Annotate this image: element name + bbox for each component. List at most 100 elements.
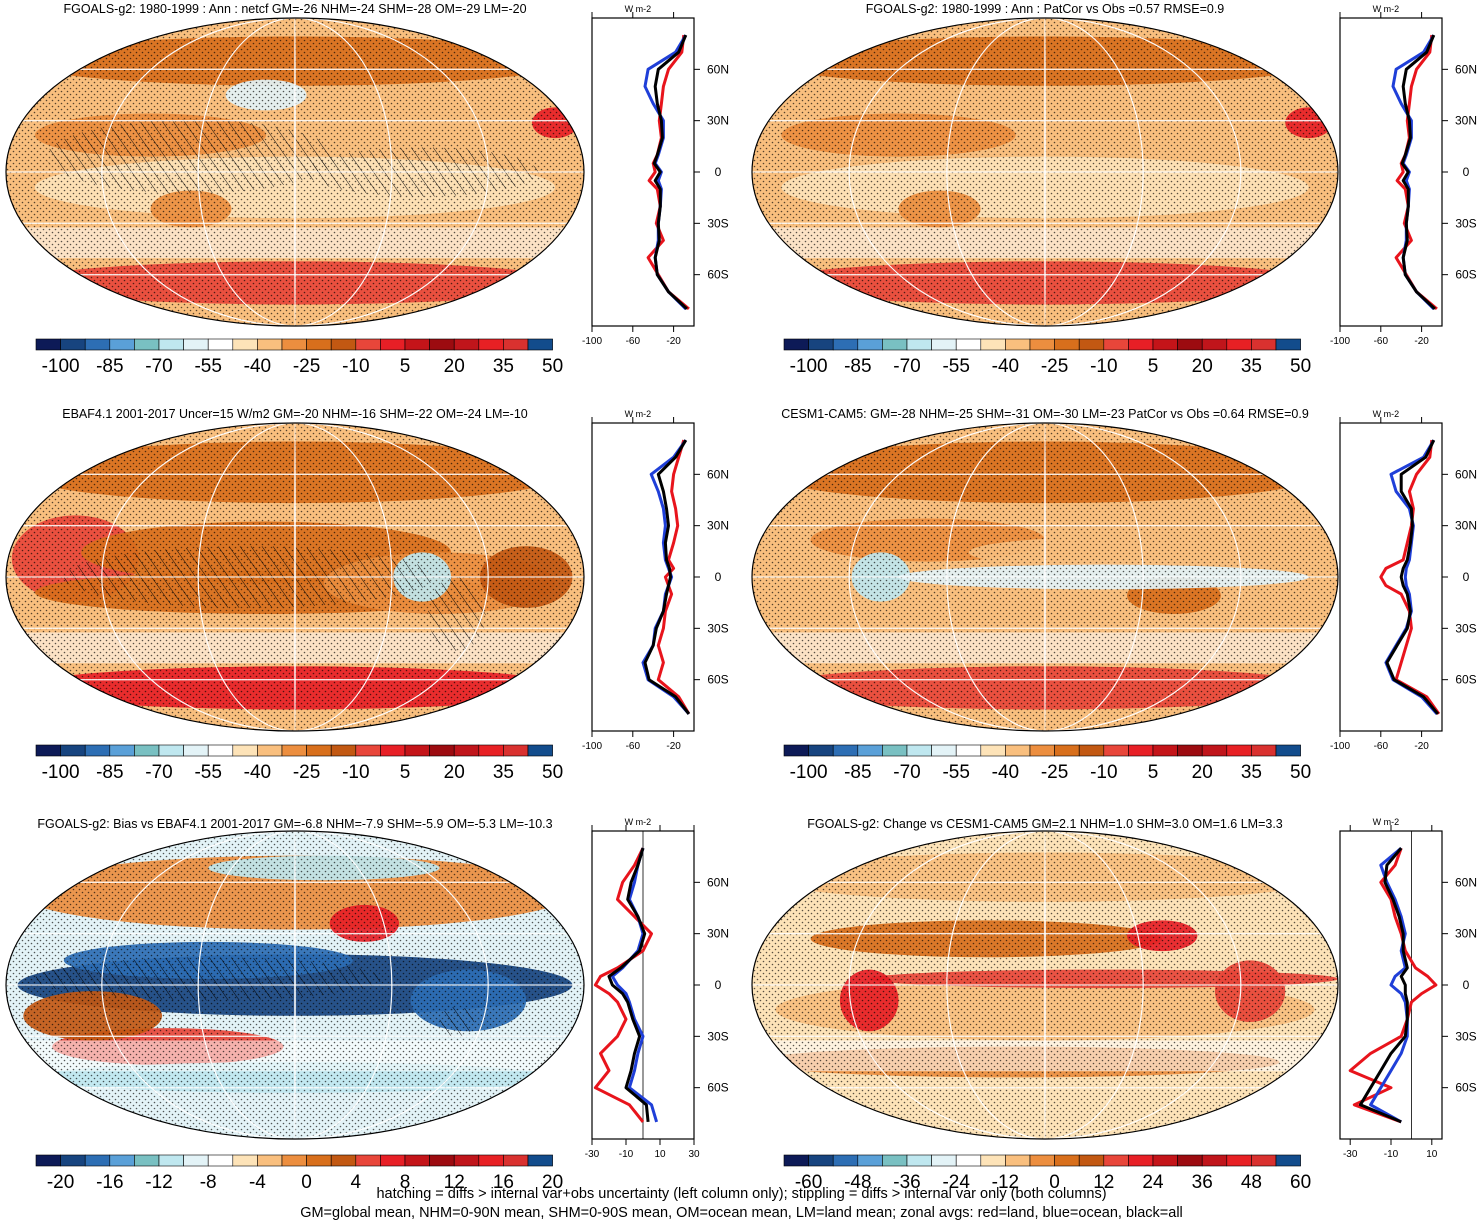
profile-unit: W m-2 (1373, 4, 1400, 14)
colorbar-label: -25 (1041, 762, 1068, 783)
latitude-label: 0 (1463, 978, 1470, 992)
colorbar-label: -40 (992, 356, 1019, 377)
colorbar-swatch (1103, 1154, 1129, 1167)
profile-line-land (1394, 34, 1438, 311)
latitude-label: 30N (707, 114, 729, 128)
colorbar-swatch (380, 338, 406, 351)
latitude-label: 0 (1463, 165, 1470, 179)
colorbar-label: -85 (96, 356, 123, 377)
latitude-label: 60N (1455, 875, 1477, 889)
colorbar-swatch (1226, 744, 1252, 757)
colorbar-swatch (1029, 1154, 1055, 1167)
colorbar-swatch (207, 744, 234, 757)
colorbar-swatch (207, 338, 234, 351)
colorbar-swatch (380, 1154, 406, 1167)
colorbar-swatch (1201, 1154, 1228, 1167)
profile-tick-label: -10 (1384, 1149, 1399, 1160)
profile-tick-label: -30 (585, 1149, 600, 1160)
colorbar-swatch (980, 338, 1006, 351)
colorbar-swatch (84, 338, 111, 351)
latitude-label: 0 (1463, 570, 1470, 584)
map-field (6, 18, 584, 326)
colorbar-swatch (1103, 744, 1129, 757)
colorbar-swatch (109, 1154, 135, 1167)
colorbar-swatch (808, 1154, 834, 1167)
zonal-profile: W m-2 60N 30N 0 30S 60S -100 -60 -20 (1330, 409, 1477, 752)
profile-line-all (643, 439, 691, 715)
zonal-profile: W m-2 60N 30N 0 30S 60S -30 -10 10 (1339, 817, 1477, 1160)
footer-note-legend: GM=global mean, NHM=0-90N mean, SHM=0-90… (300, 1205, 1183, 1221)
colorbar-swatch (1103, 338, 1129, 351)
colorbar-swatch (84, 744, 111, 757)
colorbar-swatch (527, 1154, 553, 1167)
latitude-label: 0 (715, 570, 722, 584)
map-border (751, 830, 1339, 1140)
colorbar-label: -70 (145, 356, 172, 377)
latitude-label: 30N (1455, 927, 1477, 941)
colorbar-swatch (1029, 338, 1055, 351)
colorbar: -100 -85 -70 -55 -40 -25 -10 5 20 35 50 (35, 744, 563, 783)
colorbar-swatch (955, 1154, 982, 1167)
colorbar-swatch (1275, 338, 1301, 351)
profile-tick-label: -60 (626, 741, 641, 752)
colorbar-label: -85 (844, 356, 871, 377)
colorbar-swatch (404, 338, 430, 351)
latitude-label: 0 (715, 978, 722, 992)
panel-4: CESM1-CAM5: GM=-28 NHM=-25 SHM=-31 OM=-3… (751, 407, 1477, 783)
colorbar-swatch (1226, 1154, 1252, 1167)
colorbar-swatch (1029, 744, 1055, 757)
colorbar-swatch (109, 338, 135, 351)
colorbar-swatch (429, 744, 455, 757)
colorbar-swatch (1177, 1154, 1203, 1167)
panel-title: FGOALS-g2: 1980-1999 : Ann : netcf GM=-2… (63, 2, 526, 16)
profile-unit: W m-2 (625, 817, 652, 827)
zonal-profile: W m-2 60N 30N 0 30S 60S -100 -60 -20 (1330, 4, 1477, 347)
zonal-profile: W m-2 60N 30N 0 30S 60S -30 -10 10 30 (585, 817, 729, 1160)
latitude-label: 30S (1455, 216, 1476, 230)
colorbar-label: 12 (1093, 1172, 1114, 1193)
colorbar-swatch (183, 1154, 209, 1167)
colorbar-swatch (1078, 1154, 1105, 1167)
profile-line-all (1385, 439, 1440, 715)
colorbar-swatch (60, 338, 86, 351)
colorbar-swatch (857, 1154, 883, 1167)
colorbar-label: -85 (844, 762, 871, 783)
colorbar-label: 36 (1192, 1172, 1213, 1193)
colorbar-swatch (453, 338, 480, 351)
colorbar-label: 35 (1241, 762, 1262, 783)
colorbar-swatch (404, 1154, 430, 1167)
profile-unit: W m-2 (1373, 817, 1400, 827)
colorbar-swatch (134, 1154, 160, 1167)
panel-title: EBAF4.1 2001-2017 Uncer=15 W/m2 GM=-20 N… (62, 407, 528, 421)
colorbar-swatch (281, 1154, 307, 1167)
latitude-label: 60S (1455, 268, 1476, 282)
colorbar-swatch (1152, 744, 1178, 757)
colorbar-swatch (35, 744, 61, 757)
colorbar-swatch (527, 338, 553, 351)
colorbar-label: -100 (42, 356, 80, 377)
colorbar-swatch (832, 338, 859, 351)
profile-tick-label: -10 (619, 1149, 634, 1160)
colorbar-swatch (955, 744, 982, 757)
colorbar: -100 -85 -70 -55 -40 -25 -10 5 20 35 50 (783, 744, 1311, 783)
profile-tick-label: -20 (1414, 741, 1429, 752)
colorbar-label: 20 (444, 762, 465, 783)
colorbar-swatch (429, 1154, 455, 1167)
colorbar-swatch (257, 338, 283, 351)
profile-line-all (1400, 34, 1436, 310)
colorbar-swatch (1275, 744, 1301, 757)
profile-tick-label: 10 (1426, 1149, 1438, 1160)
colorbar-label: 8 (400, 1172, 411, 1193)
profile-tick-label: -20 (1414, 336, 1429, 347)
latitude-label: 60N (1455, 467, 1477, 481)
colorbar-swatch (60, 1154, 86, 1167)
latitude-label: 60N (707, 875, 729, 889)
latitude-label: 60N (707, 467, 729, 481)
colorbar-label: -4 (249, 1172, 266, 1193)
profile-tick-label: -60 (626, 336, 641, 347)
colorbar-swatch (330, 1154, 357, 1167)
colorbar-swatch (906, 744, 932, 757)
colorbar-swatch (404, 744, 430, 757)
colorbar-swatch (35, 1154, 61, 1167)
colorbar-swatch (355, 338, 381, 351)
